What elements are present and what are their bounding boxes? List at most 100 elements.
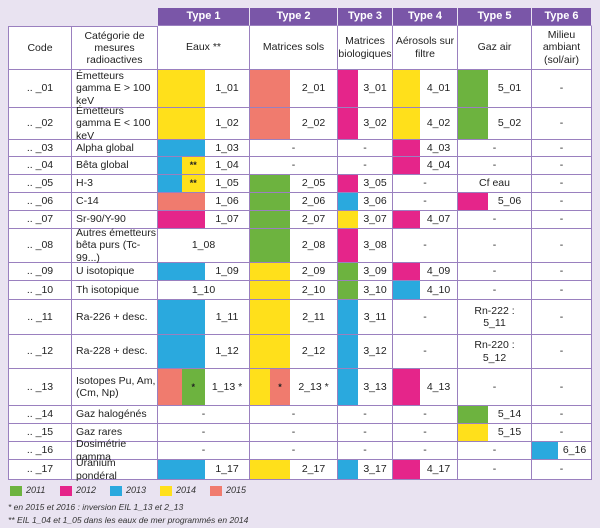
type-cell: 1_12 bbox=[158, 335, 250, 369]
cell-text: 4_07 bbox=[426, 213, 451, 226]
cell-text: - bbox=[201, 408, 206, 421]
cell-text: 1_07 bbox=[215, 213, 239, 226]
type-cell: - bbox=[393, 406, 458, 424]
type-cell: Rn-220 : 5_12 bbox=[458, 335, 532, 369]
type-cell: - bbox=[532, 229, 592, 263]
type-cell: - bbox=[458, 263, 532, 281]
cell-text: - bbox=[492, 239, 497, 252]
type-cell: - bbox=[532, 335, 592, 369]
color-swatch bbox=[250, 263, 290, 280]
type-cell: 3_13 bbox=[338, 369, 393, 406]
type-cell: 3_01 bbox=[338, 70, 393, 108]
color-swatch bbox=[158, 460, 205, 479]
color-swatch: * bbox=[181, 369, 205, 405]
color-swatch bbox=[338, 175, 358, 192]
type-header: Type 5 bbox=[458, 8, 532, 26]
code-cell: .. _08 bbox=[8, 229, 72, 263]
type-cell: 2_08 bbox=[250, 229, 338, 263]
type-cell: - bbox=[250, 442, 338, 460]
code-cell: .. _07 bbox=[8, 211, 72, 229]
type-cell: ** 1_04 bbox=[158, 157, 250, 175]
color-swatch bbox=[458, 108, 488, 139]
type-cell: - bbox=[532, 424, 592, 442]
type-cell: - bbox=[532, 70, 592, 108]
cell-text: 1_03 bbox=[215, 141, 239, 154]
code-cell: .. _01 bbox=[8, 70, 72, 108]
code-cell: .. _15 bbox=[8, 424, 72, 442]
category-cell: Ra-226 + desc. bbox=[72, 300, 158, 335]
color-swatch bbox=[250, 300, 290, 334]
type-cell: 2_09 bbox=[250, 263, 338, 281]
cell-text: 1_08 bbox=[191, 239, 216, 252]
cell-text: 2_06 bbox=[301, 195, 326, 208]
category-cell: Autres émetteurs bêta purs (Tc-99...) bbox=[72, 227, 158, 264]
type-cell: - bbox=[338, 424, 393, 442]
cell-text: 3_08 bbox=[363, 239, 387, 252]
cell-text: 2_17 bbox=[301, 463, 326, 476]
cell-text: 3_12 bbox=[363, 345, 387, 358]
cell-text: 3_11 bbox=[363, 310, 387, 323]
cell-text: 1_17 bbox=[215, 463, 239, 476]
cell-text: Rn-222 : 5_11 bbox=[474, 304, 515, 329]
cell-text: Cf eau bbox=[479, 177, 510, 190]
cell-text: - bbox=[201, 444, 206, 457]
cell-text: - bbox=[423, 345, 427, 358]
cell-text: - bbox=[423, 177, 427, 190]
color-swatch bbox=[393, 211, 420, 228]
cell-text: - bbox=[559, 141, 564, 154]
type-cell: 6_16 bbox=[532, 442, 592, 460]
color-swatch bbox=[250, 175, 290, 192]
type-header: Type 6 bbox=[532, 8, 592, 26]
cell-text: 2_09 bbox=[301, 265, 326, 278]
type-cell: 1_11 bbox=[158, 300, 250, 335]
color-swatch bbox=[338, 300, 358, 334]
cell-text: - bbox=[559, 463, 564, 476]
cell-text: - bbox=[492, 463, 497, 476]
color-swatch bbox=[250, 193, 290, 210]
cell-text: 4_13 bbox=[426, 380, 451, 393]
cell-text: 4_17 bbox=[426, 463, 451, 476]
cell-text: - bbox=[363, 426, 367, 439]
cell-text: 4_02 bbox=[426, 117, 451, 130]
color-swatch bbox=[338, 229, 358, 262]
type-header: Type 1 bbox=[158, 8, 250, 26]
cell-text: 6_16 bbox=[562, 444, 587, 457]
color-swatch bbox=[158, 108, 205, 139]
type-cell: - bbox=[532, 300, 592, 335]
cell-text: - bbox=[492, 283, 497, 296]
code-cell: .. _13 bbox=[8, 369, 72, 406]
cell-text: - bbox=[363, 408, 367, 421]
type-cell: 1_10 bbox=[158, 281, 250, 300]
color-swatch bbox=[158, 70, 205, 107]
type-cell: - bbox=[393, 442, 458, 460]
type-cell: - bbox=[532, 263, 592, 281]
footnote: * en 2015 et 2016 : inversion EIL 1_13 e… bbox=[8, 502, 184, 512]
cell-text: - bbox=[559, 345, 564, 358]
color-swatch bbox=[393, 263, 420, 280]
cell-text: 4_03 bbox=[426, 141, 451, 154]
legend-label: 2014 bbox=[176, 485, 197, 495]
color-swatch bbox=[393, 70, 420, 107]
type-cell: 3_05 bbox=[338, 175, 393, 193]
type-cell: - bbox=[458, 211, 532, 229]
type-cell: 2_05 bbox=[250, 175, 338, 193]
type-cell: - bbox=[532, 211, 592, 229]
type-cell: - bbox=[458, 229, 532, 263]
category-cell: Émetteurs gamma E > 100 keV bbox=[72, 70, 158, 108]
type-cell: - bbox=[250, 406, 338, 424]
color-swatch bbox=[458, 406, 488, 423]
code-cell: .. _06 bbox=[8, 193, 72, 211]
type-cell: * 1_13 * bbox=[158, 369, 250, 406]
code-cell: .. _05 bbox=[8, 175, 72, 193]
type-cell: 2_07 bbox=[250, 211, 338, 229]
type-cell: 2_12 bbox=[250, 335, 338, 369]
color-swatch bbox=[458, 70, 488, 107]
code-cell: .. _16 bbox=[8, 442, 72, 460]
color-swatch bbox=[158, 193, 205, 210]
column-header: Code bbox=[8, 26, 72, 70]
column-header: Aérosols sur filtre bbox=[393, 26, 458, 70]
code-cell: .. _10 bbox=[8, 281, 72, 300]
type-cell: - bbox=[532, 157, 592, 175]
type-cell: - bbox=[338, 406, 393, 424]
